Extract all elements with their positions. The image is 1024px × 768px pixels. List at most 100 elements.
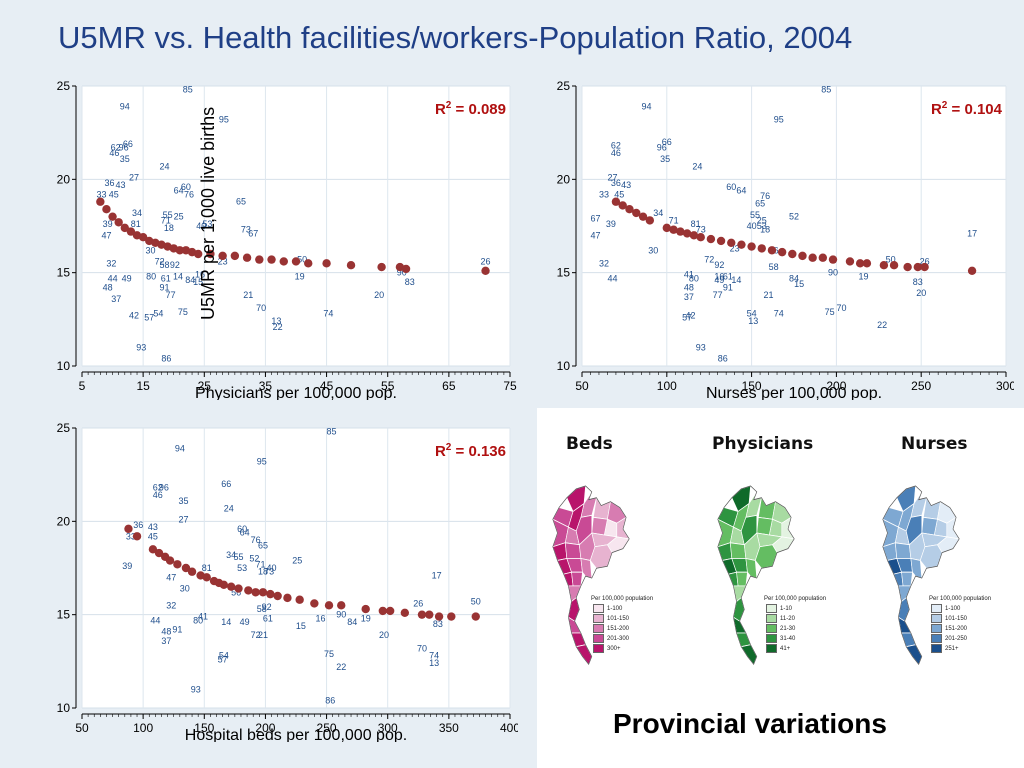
province-label: 42: [129, 311, 139, 321]
x-tick-label: 35: [259, 379, 273, 393]
legend-swatch: [766, 604, 777, 613]
province-label: 49: [240, 617, 250, 627]
fitted-point: [202, 573, 211, 582]
fitted-point: [283, 593, 292, 603]
province-label: 13: [748, 316, 758, 326]
legend-label: 1-100: [945, 605, 961, 612]
x-tick-label: 250: [317, 721, 337, 735]
province-label: 14: [173, 271, 183, 281]
fitted-point: [114, 218, 123, 227]
province-region: [575, 514, 593, 546]
legend-label: 101-150: [607, 615, 630, 622]
legend-swatch: [593, 644, 604, 653]
province-label: 35: [178, 496, 188, 506]
province-region: [575, 644, 593, 665]
province-label: 71: [161, 215, 171, 225]
provincial-maps-panel: Beds Per 100,000 population 1-100 101-150…: [537, 408, 1024, 768]
province-label: 26: [920, 256, 930, 266]
x-tick-label: 100: [133, 721, 153, 735]
legend-label: 11-20: [780, 615, 795, 622]
province-label: 72: [704, 255, 714, 265]
y-tick-label: 15: [57, 608, 71, 622]
province-label: 25: [174, 212, 184, 222]
province-label: 34: [132, 208, 142, 218]
province-label: 17: [432, 570, 442, 580]
province-label: 57: [144, 312, 154, 322]
fitted-point: [193, 249, 203, 259]
province-label: 50: [471, 597, 481, 607]
legend-item: 1-100: [931, 604, 960, 613]
fitted-point: [913, 262, 923, 272]
legend-swatch: [931, 644, 942, 653]
fitted-point: [808, 253, 817, 262]
province-label: 74: [429, 651, 439, 661]
map-physicians-shape: [717, 485, 795, 665]
province-label: 66: [221, 479, 231, 489]
province-label: 70: [836, 303, 846, 313]
fitted-point: [471, 612, 480, 621]
province-label: 43: [148, 522, 158, 532]
province-region: [580, 558, 593, 579]
x-tick-label: 50: [75, 721, 89, 735]
province-label: 92: [262, 602, 272, 612]
map-nurses-shape: [882, 485, 960, 665]
fitted-point: [187, 567, 197, 576]
legend-title-nurses: Per 100,000 population: [929, 596, 992, 602]
fitted-point: [447, 612, 456, 621]
x-tick-label: 25: [198, 379, 212, 393]
fitted-point: [378, 606, 388, 616]
y-tick-label: 10: [57, 359, 71, 373]
r-squared-label: R2 = 0.104: [931, 100, 1003, 118]
legend-swatch: [766, 634, 777, 643]
map-group: [882, 485, 960, 665]
fitted-point: [346, 261, 356, 270]
province-label: 95: [219, 115, 229, 125]
fitted-point: [767, 246, 777, 255]
province-label: 36: [105, 178, 115, 188]
province-label: 20: [379, 630, 389, 640]
province-label: 35: [660, 154, 670, 164]
province-label: 25: [292, 556, 302, 566]
province-label: 64: [240, 528, 250, 538]
province-label: 15: [296, 621, 306, 631]
fitted-point: [481, 266, 490, 275]
province-label: 91: [723, 283, 733, 293]
province-label: 80: [146, 271, 156, 281]
x-tick-label: 55: [381, 379, 395, 393]
province-label: 13: [429, 658, 439, 668]
fitted-point: [108, 212, 117, 221]
province-label: 74: [774, 309, 784, 319]
province-label: 58: [160, 260, 170, 270]
legend-label: 251+: [945, 645, 959, 652]
y-tick-label: 25: [57, 79, 71, 93]
province-label: 67: [591, 214, 601, 224]
fitted-point: [625, 205, 634, 214]
provincial-caption: Provincial variations: [613, 708, 887, 739]
x-axis-label: Hospital beds per 100,000 pop.: [185, 727, 407, 742]
province-region: [910, 558, 923, 579]
legend-label: 101-150: [945, 615, 968, 622]
fitted-point: [304, 259, 313, 268]
country-outline: [717, 485, 795, 665]
fitted-point: [96, 197, 105, 206]
province-label: 44: [108, 273, 118, 283]
province-label: 65: [236, 197, 246, 207]
province-label: 13: [271, 316, 281, 326]
province-label: 95: [774, 115, 784, 125]
province-label: 25: [757, 215, 767, 225]
province-label: 81: [202, 563, 212, 573]
province-region: [571, 571, 583, 587]
x-tick-label: 250: [911, 379, 931, 393]
fitted-point: [611, 197, 621, 206]
legend-label: 31-40: [780, 635, 796, 642]
province-label: 76: [251, 535, 261, 545]
province-label: 91: [160, 283, 170, 293]
province-label: 41: [684, 270, 694, 280]
legend-item: 101-150: [593, 614, 629, 623]
province-label: 24: [160, 161, 170, 171]
fitted-point: [295, 595, 304, 604]
fitted-point: [862, 259, 872, 268]
province-label: 39: [606, 219, 616, 229]
province-label: 84: [185, 275, 195, 285]
legend-swatch: [931, 624, 942, 633]
